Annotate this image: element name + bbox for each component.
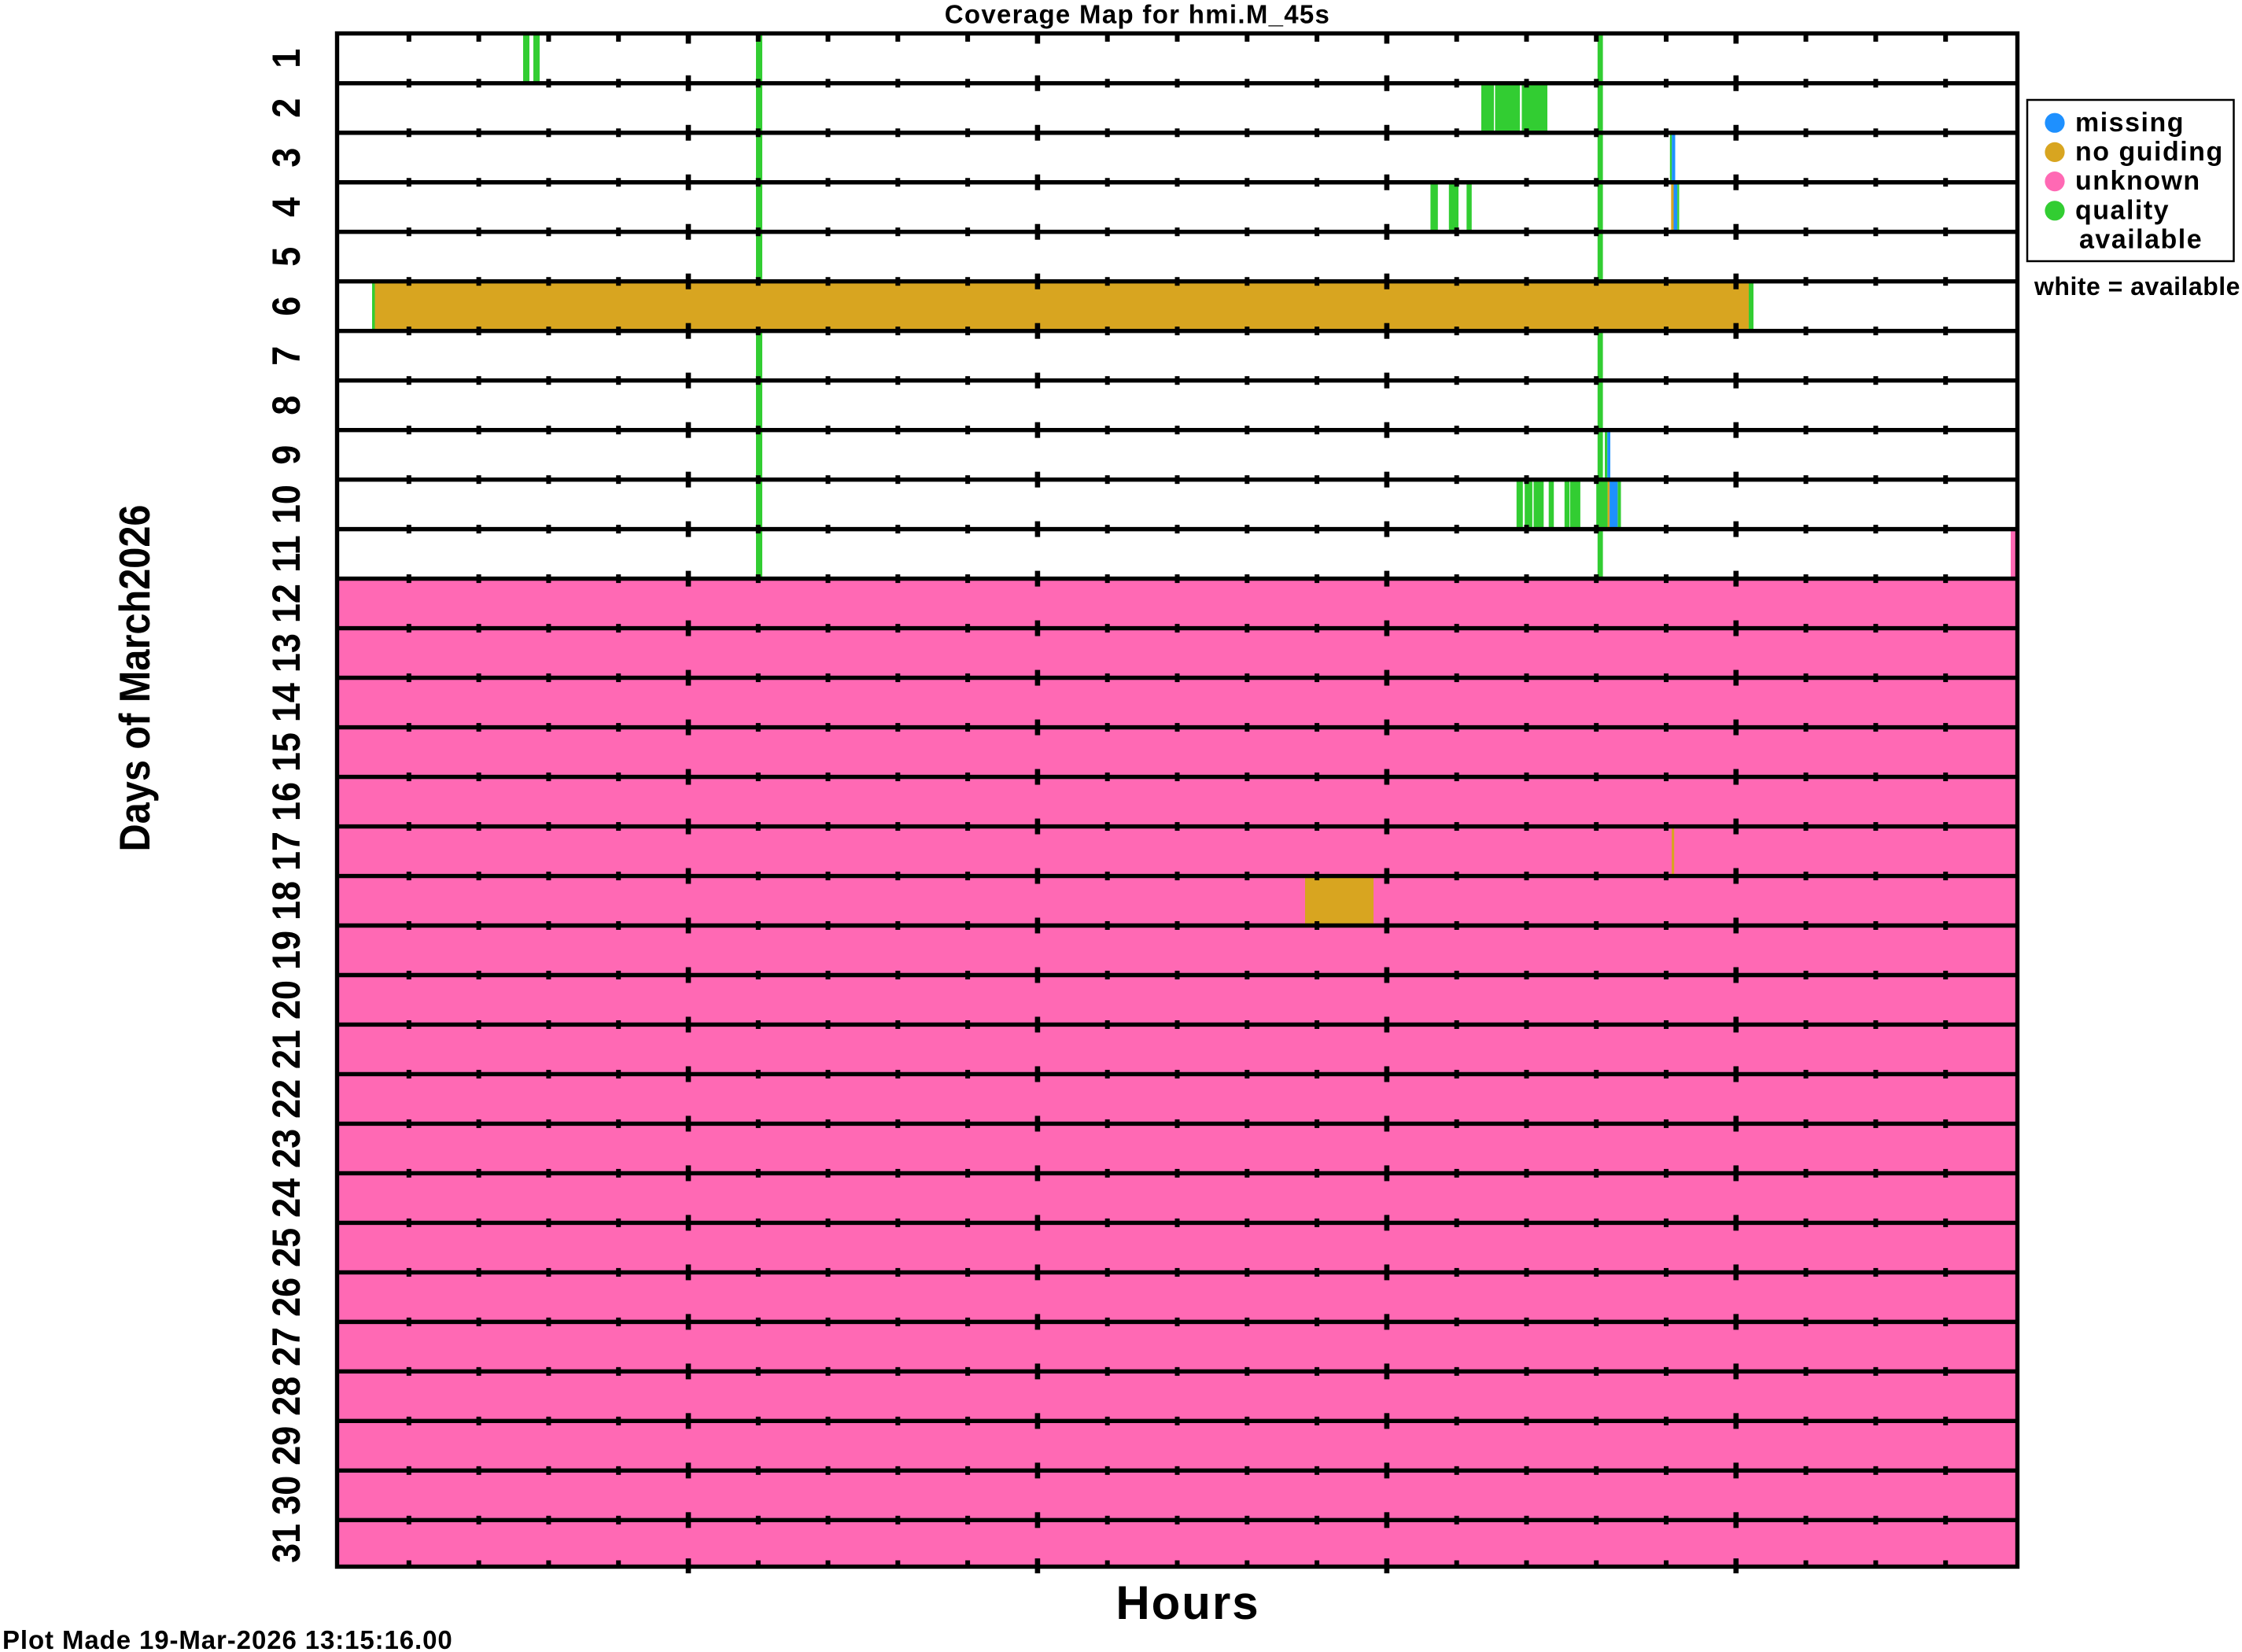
svg-text:17: 17 (265, 832, 309, 871)
svg-text:unknown: unknown (2075, 166, 2201, 196)
svg-text:Days of March2026: Days of March2026 (111, 505, 159, 852)
svg-text:10: 10 (265, 485, 309, 524)
svg-text:21: 21 (265, 1030, 309, 1069)
svg-text:23: 23 (265, 1129, 309, 1168)
svg-text:26: 26 (265, 1278, 309, 1317)
svg-text:2: 2 (265, 98, 309, 118)
svg-text:quality: quality (2075, 195, 2170, 225)
svg-text:Hours: Hours (1115, 1576, 1259, 1629)
svg-text:no guiding: no guiding (2075, 137, 2224, 167)
svg-text:available: available (2079, 225, 2203, 255)
svg-text:13: 13 (265, 633, 309, 673)
svg-text:6: 6 (265, 297, 309, 316)
svg-text:5: 5 (265, 247, 309, 267)
svg-text:14: 14 (265, 683, 309, 723)
svg-text:white = available: white = available (2034, 272, 2240, 301)
svg-text:3: 3 (265, 148, 309, 168)
svg-text:30: 30 (265, 1476, 309, 1515)
svg-text:4: 4 (265, 197, 309, 217)
svg-text:19: 19 (265, 931, 309, 970)
svg-text:24: 24 (265, 1178, 309, 1218)
svg-text:8: 8 (265, 396, 309, 415)
svg-text:15: 15 (265, 732, 309, 772)
svg-text:Coverage Map for hmi.M_45s: Coverage Map for hmi.M_45s (945, 0, 1330, 29)
svg-text:18: 18 (265, 881, 309, 920)
svg-text:20: 20 (265, 980, 309, 1020)
svg-text:1: 1 (265, 49, 309, 68)
svg-text:28: 28 (265, 1377, 309, 1416)
svg-text:22: 22 (265, 1079, 309, 1119)
svg-text:27: 27 (265, 1327, 309, 1366)
svg-text:31: 31 (265, 1524, 309, 1563)
svg-text:7: 7 (265, 346, 309, 366)
svg-text:Plot Made 19-Mar-2026 13:15:16: Plot Made 19-Mar-2026 13:15:16.00 (2, 1625, 453, 1652)
svg-text:12: 12 (265, 584, 309, 623)
svg-text:25: 25 (265, 1228, 309, 1267)
svg-text:16: 16 (265, 782, 309, 821)
svg-text:9: 9 (265, 445, 309, 465)
svg-text:11: 11 (265, 535, 309, 573)
svg-text:missing: missing (2075, 108, 2185, 138)
svg-text:29: 29 (265, 1426, 309, 1466)
